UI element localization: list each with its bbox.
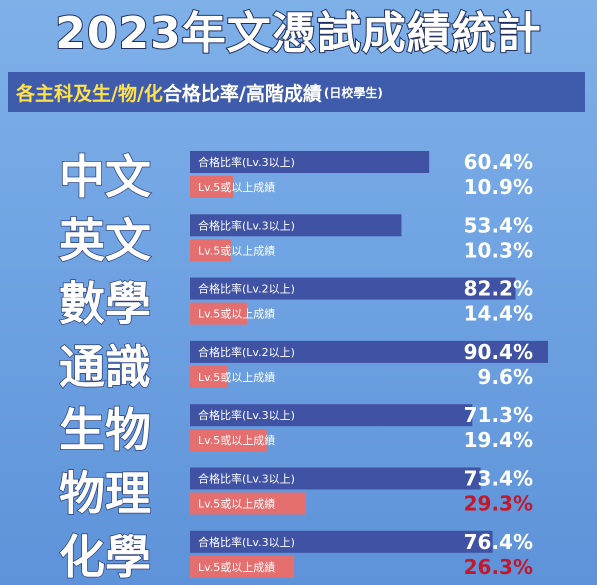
pass-rate-bar-label: 合格比率(Lv.2以上) [198, 345, 295, 359]
pass-rate-bar-label: 合格比率(Lv.3以上) [198, 535, 295, 549]
level5-bar-label: Lv.5或以上成績 [198, 243, 275, 257]
pass-rate-bar [190, 404, 473, 427]
level5-value: 14.4% [464, 302, 533, 326]
pass-rate-bar-label: 合格比率(Lv.3以上) [198, 472, 295, 486]
pass-rate-bar [190, 277, 516, 300]
subject-label: 物理 [59, 467, 151, 521]
pass-rate-value: 71.3% [464, 403, 533, 427]
subtitle-banner: 各主科及生/物/化 合格比率/高階成績 (日校學生) [8, 72, 585, 112]
subject-label: 化學 [59, 530, 151, 584]
level5-bar-label: Lv.5或以上成績 [198, 560, 275, 574]
level5-bar-label: Lv.5或以上成績 [198, 180, 275, 194]
pass-rate-value: 90.4% [464, 340, 533, 364]
pass-rate-bar-label: 合格比率(Lv.3以上) [198, 408, 295, 422]
subject-label: 英文 [59, 213, 151, 267]
level5-bar-label: Lv.5或以上成績 [198, 307, 275, 321]
level5-value: 10.9% [464, 175, 533, 199]
subject-label: 中文 [59, 150, 151, 204]
subtitle-subjects: 各主科及生/物/化 [16, 82, 163, 105]
level5-bar [190, 176, 234, 198]
level5-bar-label: Lv.5或以上成績 [198, 433, 275, 447]
subject-label: 生物 [59, 403, 151, 457]
level5-value: 29.3% [464, 492, 533, 516]
subtitle-note: (日校學生) [323, 85, 383, 100]
page-title: 2023年文憑試成績統計 [54, 7, 542, 60]
level5-value: 19.4% [464, 428, 533, 452]
level5-bar [190, 555, 295, 578]
pass-rate-bar [190, 151, 430, 173]
level5-bar [190, 365, 229, 388]
level5-bar [190, 239, 231, 262]
level5-bar [190, 302, 248, 325]
level5-bar-label: Lv.5或以上成績 [198, 497, 275, 511]
pass-rate-value: 53.4% [464, 213, 533, 237]
pass-rate-value: 60.4% [464, 150, 533, 174]
pass-rate-bar-label: 合格比率(Lv.2以上) [198, 282, 295, 296]
pass-rate-bar [190, 340, 548, 363]
level5-value: 9.6% [478, 365, 533, 389]
level5-value: 26.3% [464, 555, 533, 579]
pass-rate-value: 76.4% [464, 530, 533, 554]
level5-bar-label: Lv.5或以上成績 [198, 370, 275, 384]
pass-rate-value: 73.4% [464, 467, 533, 491]
pass-rate-bar [190, 467, 481, 490]
pass-rate-bar-label: 合格比率(Lv.3以上) [198, 218, 295, 232]
subject-label: 通識 [59, 340, 151, 394]
subtitle-metrics: 合格比率/高階成績 [162, 82, 322, 105]
pass-rate-bar [190, 214, 402, 237]
level5-bar [190, 492, 307, 515]
pass-rate-value: 82.2% [464, 277, 533, 301]
level5-value: 10.3% [464, 238, 533, 262]
level5-bar [190, 429, 267, 452]
pass-rate-bar [190, 530, 493, 553]
pass-rate-bar-label: 合格比率(Lv.3以上) [198, 155, 295, 169]
subject-label: 數學 [59, 277, 151, 331]
